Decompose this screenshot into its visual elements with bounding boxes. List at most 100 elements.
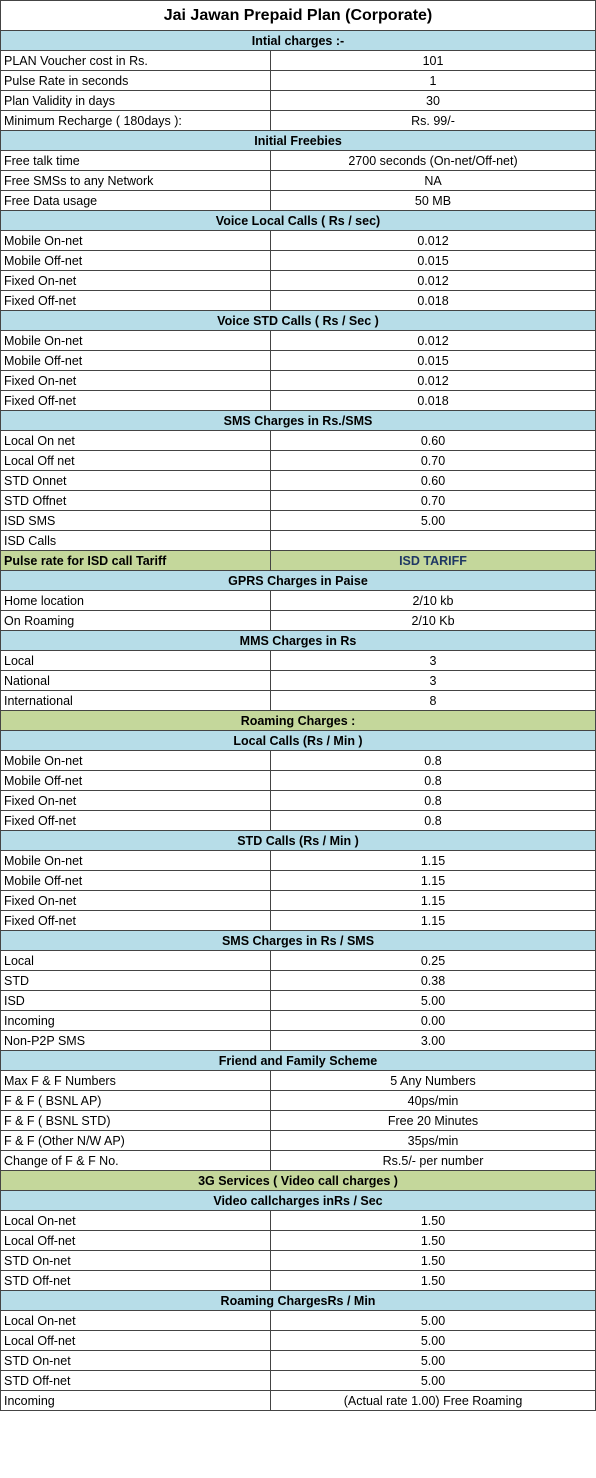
row-value: 0.00 — [420, 1014, 446, 1028]
row-value: 3.00 — [420, 1034, 446, 1048]
row-label: Free talk time — [1, 151, 271, 170]
table-row: Fixed Off-net 0.018 — [0, 390, 596, 411]
row-value: 8 — [429, 694, 437, 708]
row-label: Local Off net — [1, 451, 271, 470]
table-row: Fixed Off-net 1.15 — [0, 910, 596, 931]
table-row: STD Offnet 0.70 — [0, 490, 596, 511]
row-label: PLAN Voucher cost in Rs. — [1, 51, 271, 70]
table-row: Plan Validity in days 30 — [0, 90, 596, 111]
table-row: Fixed Off-net 0.018 — [0, 290, 596, 311]
section-heading: STD Calls (Rs / Min ) — [0, 830, 596, 851]
row-label: STD Onnet — [1, 471, 271, 490]
row-label: International — [1, 691, 271, 710]
row-value: 101 — [422, 54, 444, 68]
row-value: 1.15 — [420, 874, 446, 888]
row-label: Change of F & F No. — [1, 1151, 271, 1170]
table-row: Mobile On-net 0.8 — [0, 750, 596, 771]
row-value: 0.018 — [417, 394, 449, 408]
row-label: Fixed On-net — [1, 891, 271, 910]
row-label: ISD — [1, 991, 271, 1010]
row-value: 0.012 — [417, 234, 449, 248]
row-label: Plan Validity in days — [1, 91, 271, 110]
section-heading: 3G Services ( Video call charges ) — [0, 1170, 596, 1191]
table-row: Mobile Off-net 0.015 — [0, 250, 596, 271]
row-label: STD Off-net — [1, 1371, 271, 1390]
table-row: Local On-net 5.00 — [0, 1310, 596, 1331]
table-row: Fixed On-net 0.012 — [0, 370, 596, 391]
row-value: 0.012 — [417, 374, 449, 388]
row-value: 0.018 — [417, 294, 449, 308]
section-heading: Local Calls (Rs / Min ) — [0, 730, 596, 751]
row-value: 5.00 — [420, 994, 446, 1008]
row-value: 5.00 — [420, 1334, 446, 1348]
row-value: 2/10 Kb — [411, 614, 455, 628]
row-label: Non-P2P SMS — [1, 1031, 271, 1050]
row-label: STD Offnet — [1, 491, 271, 510]
table-row: Non-P2P SMS 3.00 — [0, 1030, 596, 1051]
section-heading: SMS Charges in Rs./SMS — [0, 410, 596, 431]
row-label: STD Off-net — [1, 1271, 271, 1290]
row-label: Local — [1, 651, 271, 670]
row-value: ISD TARIFF — [399, 554, 467, 568]
table-row: F & F (Other N/W AP) 35ps/min — [0, 1130, 596, 1151]
table-row: STD Onnet 0.60 — [0, 470, 596, 491]
title: Jai Jawan Prepaid Plan (Corporate) — [0, 0, 596, 30]
row-value: 0.8 — [424, 814, 442, 828]
row-label: Fixed Off-net — [1, 911, 271, 930]
row-value: 3 — [429, 654, 437, 668]
row-value: 5 Any Numbers — [390, 1074, 476, 1088]
row-value: 1.50 — [420, 1234, 446, 1248]
section-heading: Initial Freebies — [0, 130, 596, 151]
row-label: Mobile On-net — [1, 331, 271, 350]
table-row: Local 0.25 — [0, 950, 596, 971]
row-value: 0.70 — [420, 454, 446, 468]
row-label: F & F (Other N/W AP) — [1, 1131, 271, 1150]
row-value: 0.015 — [417, 254, 449, 268]
row-value: 0.015 — [417, 354, 449, 368]
row-label: Incoming — [1, 1011, 271, 1030]
table-row: Fixed On-net 1.15 — [0, 890, 596, 911]
section-heading: Voice Local Calls ( Rs / sec) — [0, 210, 596, 231]
row-label: Pulse Rate in seconds — [1, 71, 271, 90]
row-label: Local On-net — [1, 1311, 271, 1330]
tariff-sheet: Jai Jawan Prepaid Plan (Corporate) Intia… — [0, 0, 596, 1411]
row-value: (Actual rate 1.00) Free Roaming — [343, 1394, 523, 1408]
row-value: 1.50 — [420, 1254, 446, 1268]
row-label: STD — [1, 971, 271, 990]
row-label: Incoming — [1, 1391, 271, 1410]
row-value: 5.00 — [420, 514, 446, 528]
table-row: PLAN Voucher cost in Rs. 101 — [0, 50, 596, 71]
row-value: 2/10 kb — [412, 594, 454, 608]
table-row: Fixed Off-net 0.8 — [0, 810, 596, 831]
row-label: Pulse rate for ISD call Tariff — [1, 551, 271, 570]
row-label: Mobile On-net — [1, 751, 271, 770]
row-value: 0.8 — [424, 774, 442, 788]
row-label: F & F ( BSNL STD) — [1, 1111, 271, 1130]
table-row: F & F ( BSNL AP) 40ps/min — [0, 1090, 596, 1111]
section-heading: Video callcharges inRs / Sec — [0, 1190, 596, 1211]
section-heading: Intial charges :- — [0, 30, 596, 51]
table-row: Local Off-net 5.00 — [0, 1330, 596, 1351]
row-value: 5.00 — [420, 1354, 446, 1368]
table-row: STD On-net 5.00 — [0, 1350, 596, 1371]
table-row: Mobile On-net 0.012 — [0, 230, 596, 251]
row-value: 1.15 — [420, 894, 446, 908]
row-value: Free 20 Minutes — [387, 1114, 479, 1128]
table-row: Mobile On-net 1.15 — [0, 850, 596, 871]
table-row: Pulse Rate in seconds 1 — [0, 70, 596, 91]
table-row: ISD SMS 5.00 — [0, 510, 596, 531]
row-label: Fixed On-net — [1, 371, 271, 390]
row-value: 0.25 — [420, 954, 446, 968]
table-row: Pulse rate for ISD call Tariff ISD TARIFF — [0, 550, 596, 571]
table-row: Local Off-net 1.50 — [0, 1230, 596, 1251]
table-row: National 3 — [0, 670, 596, 691]
row-value: 1 — [429, 74, 437, 88]
table-row: Change of F & F No. Rs.5/- per number — [0, 1150, 596, 1171]
row-value: 30 — [426, 94, 440, 108]
table-row: On Roaming 2/10 Kb — [0, 610, 596, 631]
table-row: Minimum Recharge ( 180days ): Rs. 99/- — [0, 110, 596, 131]
row-value: Rs. 99/- — [411, 114, 455, 128]
row-label: National — [1, 671, 271, 690]
table-row: F & F ( BSNL STD) Free 20 Minutes — [0, 1110, 596, 1131]
